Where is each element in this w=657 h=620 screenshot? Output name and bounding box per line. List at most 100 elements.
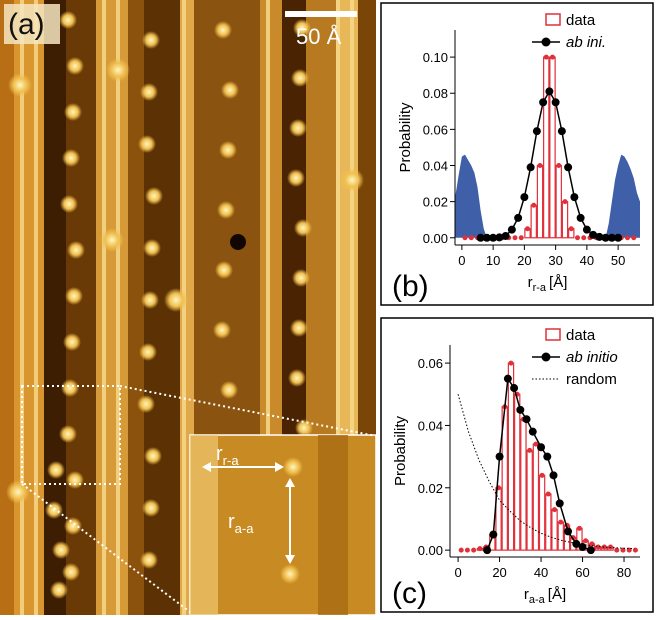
bar xyxy=(532,443,540,551)
bar-marker xyxy=(550,54,555,60)
legend-marker xyxy=(541,37,551,47)
line-marker xyxy=(514,213,523,222)
stm-adatom xyxy=(100,228,124,252)
line-marker xyxy=(526,163,535,172)
line-marker xyxy=(483,546,492,555)
y-tick-label: 0.00 xyxy=(418,543,443,558)
stm-atom xyxy=(66,57,84,75)
line-marker xyxy=(532,127,541,136)
inset-stripe xyxy=(190,435,218,615)
arrow-head xyxy=(202,462,284,472)
inset-stripe xyxy=(318,435,348,615)
bar xyxy=(555,164,562,239)
legend-label: ab ini. xyxy=(566,34,606,51)
bar xyxy=(530,204,537,239)
bar-marker xyxy=(533,441,539,447)
bar xyxy=(549,56,556,239)
stm-atom xyxy=(59,11,77,29)
stm-atom xyxy=(294,219,312,237)
bar-marker xyxy=(545,491,551,497)
y-tick-label: 0.04 xyxy=(423,159,448,174)
bar-marker xyxy=(518,235,524,241)
stm-atom xyxy=(66,471,84,489)
x-label-sub: r-a xyxy=(533,282,547,294)
stm-atom xyxy=(221,81,239,99)
stm-atom xyxy=(52,541,70,559)
chart: 0.00 0.02 0.04 0.06 0.08 0.10 0 10 20 30 40 50 Proba… xyxy=(392,12,640,303)
line-marker xyxy=(501,231,510,240)
stm-atom xyxy=(140,551,158,569)
stm-atom xyxy=(60,195,78,213)
line-marker xyxy=(522,415,531,424)
line-marker xyxy=(489,530,498,539)
zoom-line xyxy=(119,385,377,437)
bar-marker xyxy=(601,544,607,550)
x-tick-label: 30 xyxy=(548,253,562,268)
bar-marker xyxy=(626,547,632,553)
bar-marker xyxy=(575,235,580,241)
inset-label: rr-a xyxy=(216,443,239,468)
bar-marker xyxy=(464,547,470,553)
line-marker xyxy=(578,543,587,552)
stm-adatom xyxy=(164,288,188,312)
legend-marker xyxy=(541,352,551,362)
bar-marker xyxy=(625,235,630,241)
y-tick-label: 0.00 xyxy=(423,231,448,246)
stm-atom xyxy=(63,333,81,351)
line-marker xyxy=(549,471,558,480)
stm-atom xyxy=(215,261,233,279)
stm-atom xyxy=(64,103,82,121)
x-tick-label: 60 xyxy=(575,565,589,580)
stm-atom xyxy=(293,19,311,37)
line-marker xyxy=(551,98,560,107)
bar xyxy=(538,474,546,551)
bar-marker xyxy=(558,519,564,525)
legend-label: ab initio xyxy=(566,349,618,366)
x-label-unit: [Å] xyxy=(548,586,566,603)
line-marker xyxy=(557,127,566,136)
y-axis-label: Probability xyxy=(397,102,414,173)
bar-marker xyxy=(462,235,468,241)
y-tick-label: 0.08 xyxy=(423,86,448,101)
bar-marker xyxy=(556,163,562,169)
y-tick-label: 0.04 xyxy=(418,418,443,433)
stm-atom xyxy=(219,141,237,159)
legend-label: random xyxy=(566,371,617,388)
stm-stripe xyxy=(128,0,144,615)
x-tick-label: 40 xyxy=(580,253,594,268)
stm-adatom xyxy=(106,58,130,82)
stm-atom xyxy=(143,239,161,257)
bar-marker xyxy=(468,235,474,241)
label-main: r xyxy=(216,443,223,465)
line-marker xyxy=(543,452,552,461)
line-marker xyxy=(545,87,554,96)
stm-stripe xyxy=(96,0,128,615)
bar-marker xyxy=(581,235,587,241)
x-tick-label: 50 xyxy=(611,253,625,268)
stm-stripe xyxy=(44,0,66,615)
line-marker xyxy=(507,225,516,234)
line-marker xyxy=(520,193,529,202)
y-axis-label: Probability xyxy=(392,415,409,486)
stm-rail xyxy=(102,0,106,615)
bar-marker xyxy=(614,547,620,553)
bar xyxy=(545,493,552,551)
x-tick-label: 10 xyxy=(486,253,500,268)
bar-marker xyxy=(620,547,626,553)
stm-atom xyxy=(59,425,77,443)
stm-atom xyxy=(145,187,163,205)
area xyxy=(605,154,640,238)
stm-rail xyxy=(34,0,38,615)
x-label-main: r xyxy=(528,274,533,291)
stm-atom xyxy=(62,563,80,581)
label-sub: r-a xyxy=(223,453,240,468)
stm-atom xyxy=(64,517,82,535)
inset-atom xyxy=(280,564,300,584)
bar-marker xyxy=(543,54,549,60)
bar-marker xyxy=(583,538,589,544)
bar-marker xyxy=(539,472,545,478)
stm-atom xyxy=(214,21,232,39)
stm-stripe xyxy=(14,0,44,615)
bar-marker xyxy=(568,226,574,232)
